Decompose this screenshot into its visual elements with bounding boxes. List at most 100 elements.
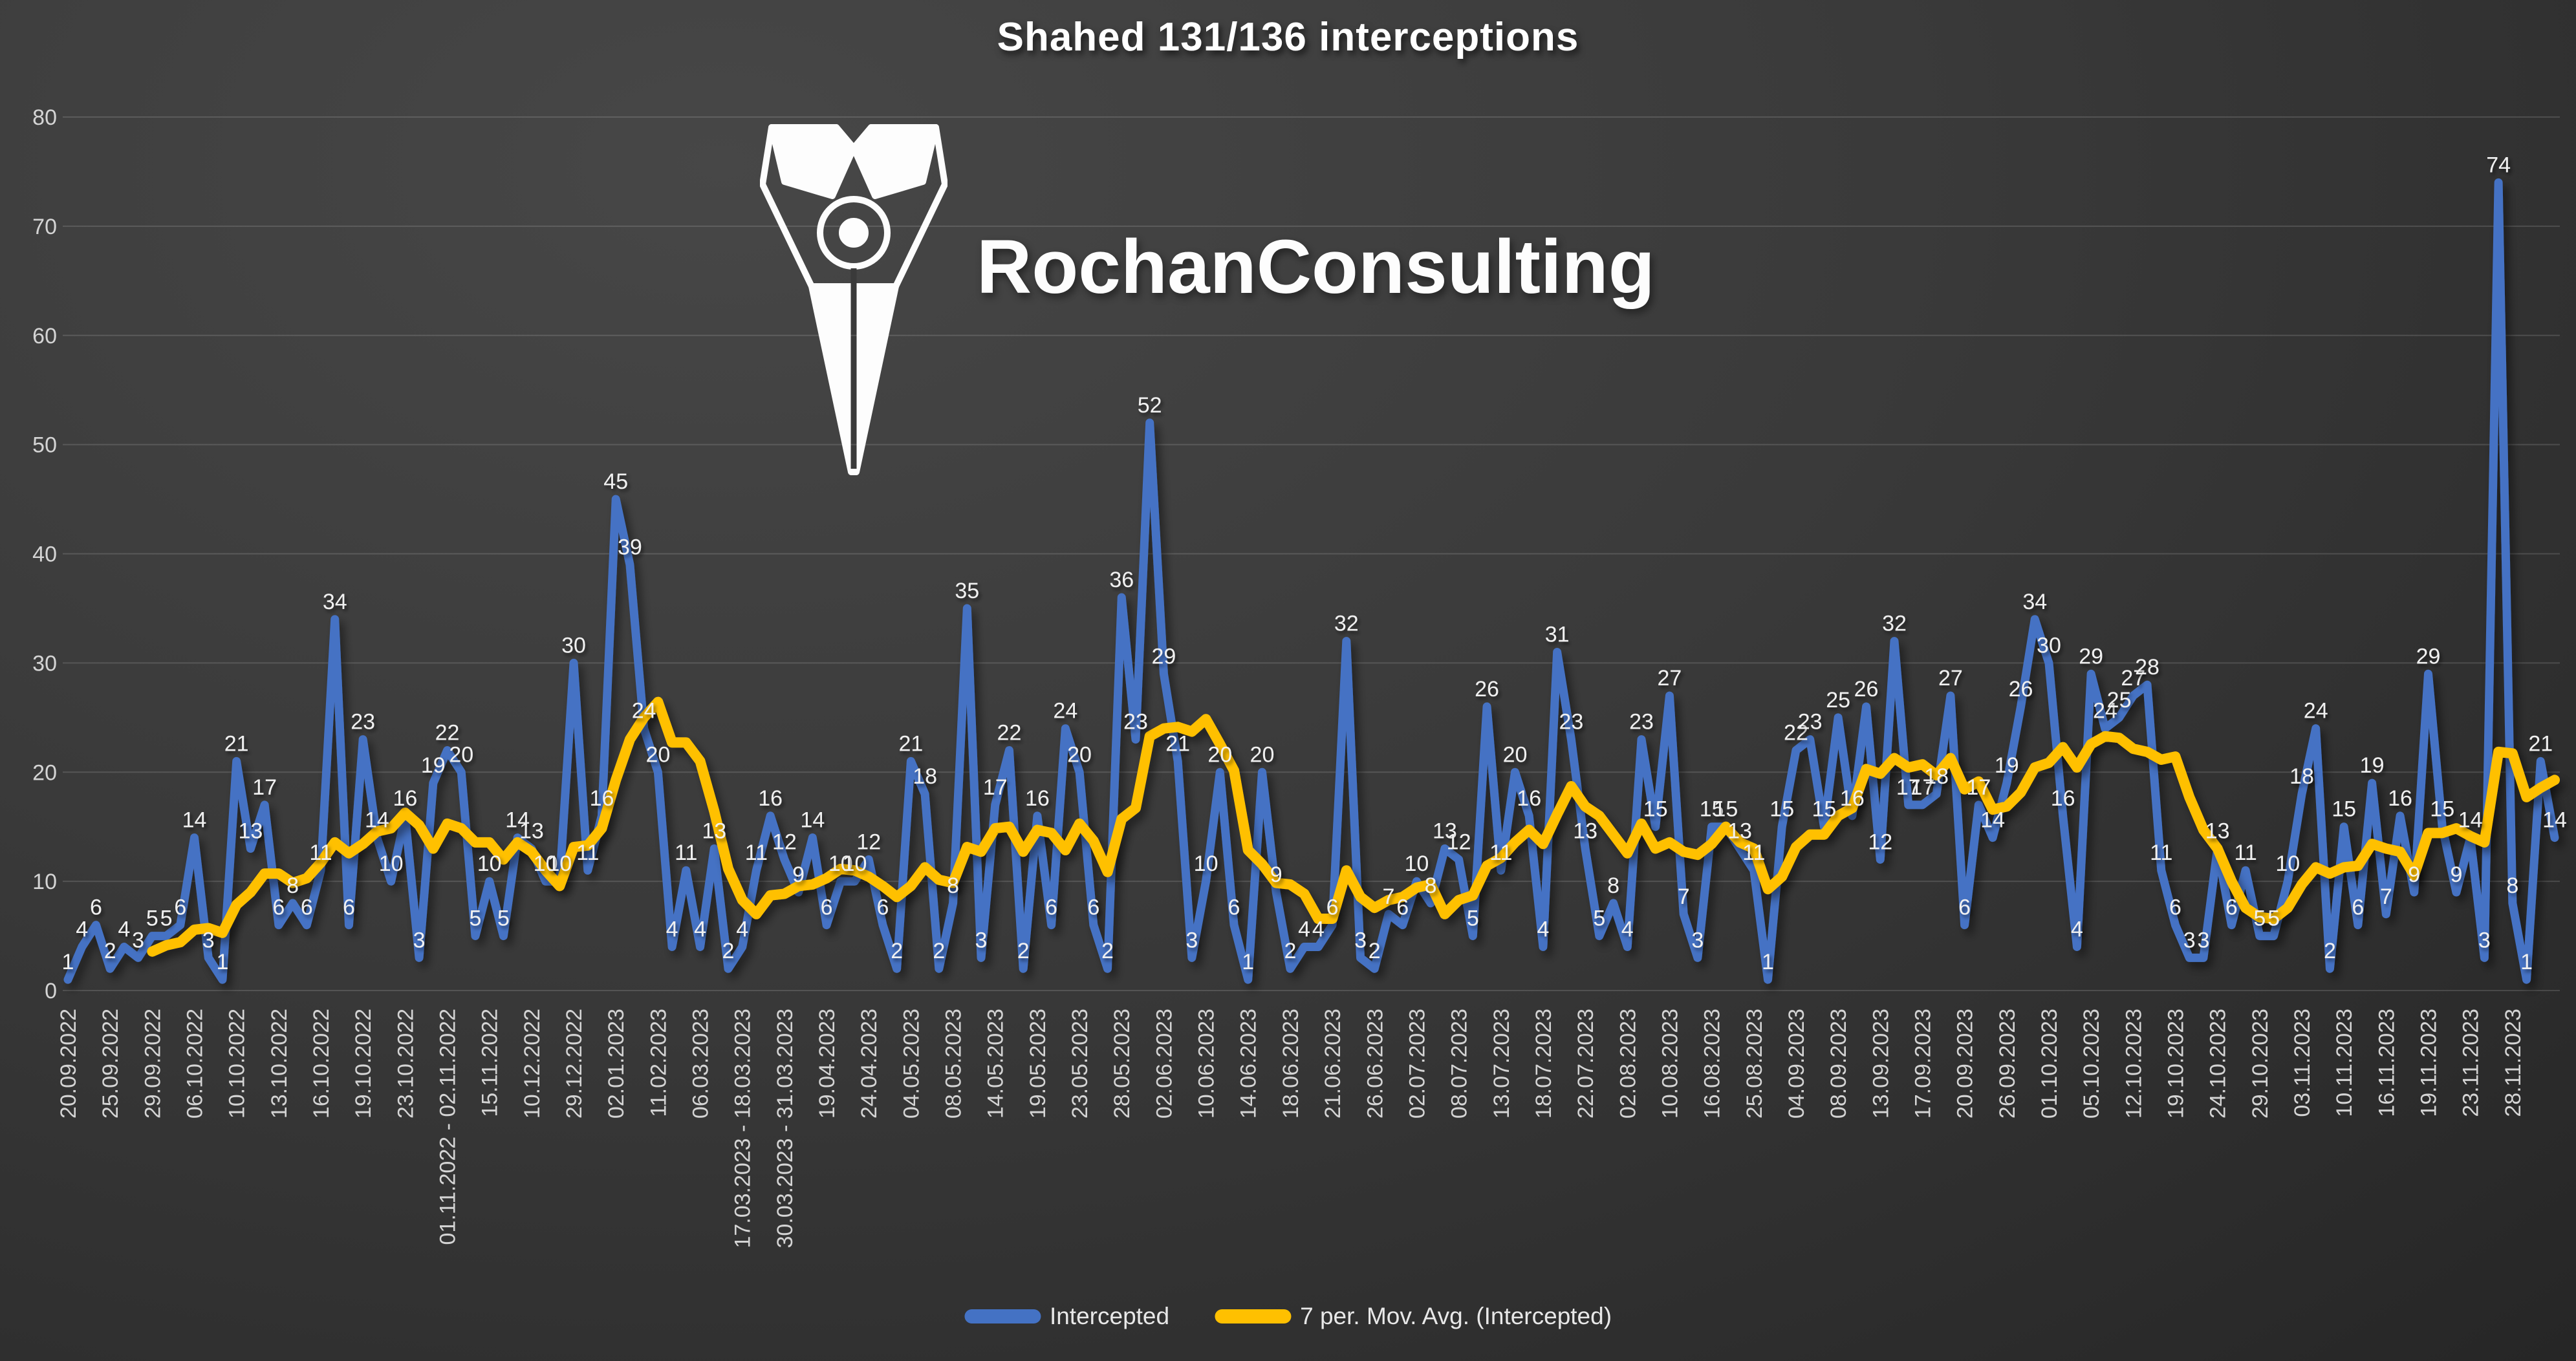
svg-text:14: 14 bbox=[2542, 808, 2567, 833]
svg-text:17: 17 bbox=[1896, 775, 1921, 800]
svg-text:16.10.2022: 16.10.2022 bbox=[309, 1009, 334, 1119]
svg-text:3: 3 bbox=[1354, 928, 1367, 952]
svg-text:6: 6 bbox=[343, 895, 355, 920]
svg-text:04.05.2023: 04.05.2023 bbox=[899, 1009, 924, 1119]
svg-text:0: 0 bbox=[45, 979, 57, 1003]
svg-text:13.09.2023: 13.09.2023 bbox=[1868, 1009, 1893, 1119]
svg-text:6: 6 bbox=[90, 895, 102, 920]
svg-text:23.11.2023: 23.11.2023 bbox=[2459, 1009, 2484, 1117]
svg-text:24.04.2023: 24.04.2023 bbox=[857, 1009, 882, 1119]
svg-text:19.04.2023: 19.04.2023 bbox=[815, 1009, 839, 1119]
svg-text:19.10.2022: 19.10.2022 bbox=[351, 1009, 376, 1119]
svg-text:19.10.2023: 19.10.2023 bbox=[2163, 1009, 2188, 1119]
svg-text:1: 1 bbox=[1762, 950, 1774, 974]
svg-text:40: 40 bbox=[32, 542, 57, 567]
svg-text:24: 24 bbox=[2304, 699, 2328, 723]
svg-text:28.11.2023: 28.11.2023 bbox=[2501, 1009, 2526, 1117]
svg-text:14: 14 bbox=[182, 808, 207, 833]
svg-text:6: 6 bbox=[2225, 895, 2238, 920]
svg-text:26.09.2023: 26.09.2023 bbox=[1995, 1009, 2020, 1119]
svg-text:9: 9 bbox=[2408, 863, 2420, 887]
svg-text:30: 30 bbox=[32, 651, 57, 676]
svg-text:19.05.2023: 19.05.2023 bbox=[1026, 1009, 1050, 1119]
svg-text:11: 11 bbox=[675, 841, 697, 865]
svg-text:12: 12 bbox=[772, 830, 797, 854]
svg-text:5: 5 bbox=[2253, 906, 2266, 931]
svg-text:9: 9 bbox=[792, 863, 805, 887]
svg-text:4: 4 bbox=[76, 917, 88, 941]
svg-text:2: 2 bbox=[933, 939, 945, 963]
svg-text:25.09.2022: 25.09.2022 bbox=[98, 1009, 123, 1119]
svg-text:26: 26 bbox=[2009, 677, 2033, 702]
svg-text:22: 22 bbox=[997, 720, 1022, 745]
svg-text:2: 2 bbox=[891, 939, 903, 963]
svg-text:21.06.2023: 21.06.2023 bbox=[1321, 1009, 1345, 1119]
svg-text:12.10.2023: 12.10.2023 bbox=[2121, 1009, 2146, 1119]
svg-text:5: 5 bbox=[146, 906, 158, 931]
legend-label-moving-average: 7 per. Mov. Avg. (Intercepted) bbox=[1300, 1303, 1612, 1329]
svg-text:27: 27 bbox=[1938, 666, 1963, 691]
legend-swatch-moving-average bbox=[1215, 1309, 1292, 1323]
svg-text:6: 6 bbox=[2352, 895, 2364, 920]
svg-text:18: 18 bbox=[2289, 764, 2314, 789]
svg-text:20: 20 bbox=[645, 742, 670, 767]
svg-text:1: 1 bbox=[2520, 950, 2533, 974]
svg-text:8: 8 bbox=[2506, 873, 2518, 898]
svg-text:3: 3 bbox=[1691, 928, 1704, 952]
svg-text:28: 28 bbox=[2135, 655, 2159, 680]
svg-text:36: 36 bbox=[1109, 568, 1134, 592]
svg-text:13: 13 bbox=[1573, 819, 1597, 843]
svg-text:2: 2 bbox=[722, 939, 735, 963]
svg-text:24: 24 bbox=[2093, 699, 2117, 723]
svg-text:30.03.2023 - 31.03.2023: 30.03.2023 - 31.03.2023 bbox=[773, 1009, 797, 1248]
svg-text:20: 20 bbox=[1503, 742, 1528, 767]
svg-text:23.10.2022: 23.10.2022 bbox=[393, 1009, 418, 1119]
svg-text:20: 20 bbox=[1207, 742, 1232, 767]
svg-text:02.06.2023: 02.06.2023 bbox=[1152, 1009, 1176, 1119]
svg-text:16: 16 bbox=[393, 786, 417, 811]
svg-text:15: 15 bbox=[1713, 797, 1738, 822]
svg-text:13: 13 bbox=[1727, 819, 1752, 843]
svg-text:17: 17 bbox=[1966, 775, 1991, 800]
svg-text:14: 14 bbox=[365, 808, 389, 833]
svg-text:29: 29 bbox=[2079, 644, 2103, 669]
svg-text:30: 30 bbox=[561, 633, 586, 658]
svg-text:29.10.2023: 29.10.2023 bbox=[2248, 1009, 2273, 1119]
svg-text:16.08.2023: 16.08.2023 bbox=[1700, 1009, 1725, 1119]
svg-text:3: 3 bbox=[132, 928, 144, 952]
svg-text:24: 24 bbox=[632, 699, 656, 723]
svg-text:10: 10 bbox=[1405, 852, 1429, 876]
svg-text:06.10.2022: 06.10.2022 bbox=[183, 1009, 208, 1119]
svg-text:10: 10 bbox=[547, 852, 572, 876]
svg-text:2: 2 bbox=[1017, 939, 1030, 963]
svg-text:14.06.2023: 14.06.2023 bbox=[1237, 1009, 1261, 1119]
svg-text:8: 8 bbox=[947, 873, 959, 898]
svg-text:29.12.2022: 29.12.2022 bbox=[562, 1009, 587, 1119]
svg-text:6: 6 bbox=[1958, 895, 1971, 920]
svg-text:15: 15 bbox=[1770, 797, 1794, 822]
svg-text:23: 23 bbox=[1123, 710, 1148, 734]
svg-text:5: 5 bbox=[2268, 906, 2280, 931]
svg-text:11.02.2023: 11.02.2023 bbox=[646, 1009, 671, 1117]
svg-text:2: 2 bbox=[1284, 939, 1296, 963]
svg-text:13: 13 bbox=[238, 819, 263, 843]
svg-text:15: 15 bbox=[2332, 797, 2356, 822]
svg-text:32: 32 bbox=[1882, 612, 1907, 636]
svg-text:21: 21 bbox=[1165, 731, 1190, 756]
svg-text:23: 23 bbox=[1798, 710, 1823, 734]
svg-text:3: 3 bbox=[2478, 928, 2491, 952]
svg-text:16: 16 bbox=[1517, 786, 1541, 811]
svg-text:4: 4 bbox=[118, 917, 130, 941]
svg-text:26.06.2023: 26.06.2023 bbox=[1363, 1009, 1387, 1119]
svg-text:10: 10 bbox=[1194, 852, 1218, 876]
svg-text:08.05.2023: 08.05.2023 bbox=[942, 1009, 966, 1119]
svg-text:3: 3 bbox=[2183, 928, 2196, 952]
svg-text:4: 4 bbox=[694, 917, 706, 941]
svg-text:15: 15 bbox=[2430, 797, 2454, 822]
svg-text:2: 2 bbox=[2324, 939, 2336, 963]
svg-text:60: 60 bbox=[32, 324, 57, 348]
svg-text:12: 12 bbox=[856, 830, 881, 854]
svg-text:5: 5 bbox=[1467, 906, 1479, 931]
svg-text:6: 6 bbox=[174, 895, 186, 920]
